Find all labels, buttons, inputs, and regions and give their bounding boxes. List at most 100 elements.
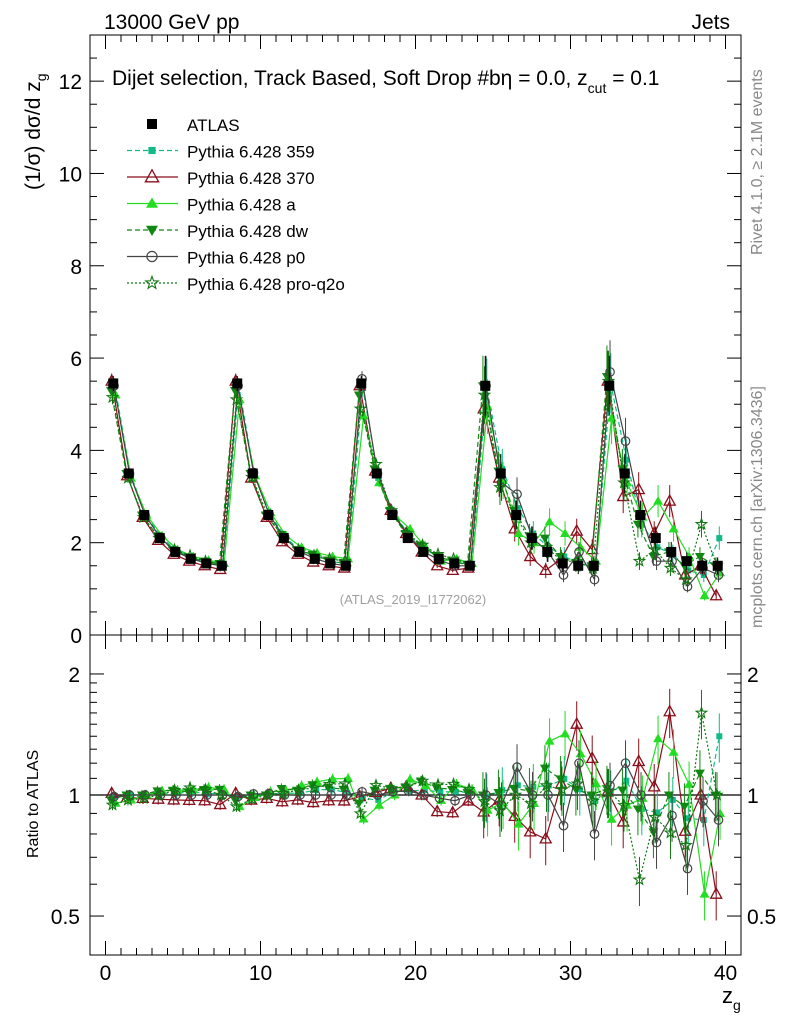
data-point — [322, 776, 337, 790]
data-point — [371, 468, 382, 479]
data-point — [450, 795, 460, 806]
data-point — [419, 790, 429, 800]
data-point — [124, 790, 135, 800]
main-series — [105, 340, 726, 601]
data-point — [508, 784, 519, 794]
data-point — [233, 791, 243, 802]
data-point — [121, 792, 135, 806]
data-point — [561, 553, 568, 560]
data-point — [570, 523, 584, 536]
data-point — [589, 574, 600, 585]
data-point — [647, 779, 661, 792]
data-point — [601, 784, 616, 798]
legend-item-p370: Pythia 6.428 370 — [127, 168, 315, 188]
data-point — [144, 168, 160, 183]
ratio-tick-label-right: 1 — [747, 785, 759, 808]
y-axis-label: (1/σ) dσ/d zg — [22, 73, 49, 190]
data-point — [353, 799, 364, 809]
legend-label: Pythia 6.428 dw — [187, 222, 309, 241]
data-point — [555, 782, 569, 796]
ratio-tick-label-right: 0.5 — [747, 906, 776, 929]
data-point — [359, 795, 366, 802]
data-point — [523, 824, 537, 837]
data-point — [136, 791, 151, 805]
data-point — [606, 413, 617, 422]
data-point — [338, 785, 349, 795]
data-point — [632, 554, 647, 567]
data-point — [306, 795, 320, 808]
data-point — [353, 401, 368, 415]
data-point — [144, 274, 160, 290]
data-point — [560, 728, 571, 738]
data-point — [513, 819, 524, 828]
data-point — [694, 517, 709, 531]
data-point — [340, 560, 351, 571]
data-point — [544, 516, 555, 526]
data-point — [668, 523, 679, 533]
data-point — [681, 556, 692, 567]
data-point — [322, 783, 333, 793]
ratio-line — [110, 767, 716, 834]
data-point — [154, 533, 165, 544]
data-point — [418, 546, 429, 557]
data-point — [663, 704, 677, 717]
data-point — [554, 776, 568, 789]
data-point — [452, 788, 459, 795]
data-point — [369, 457, 383, 471]
data-point — [530, 783, 537, 790]
data-point — [679, 572, 693, 586]
data-point — [632, 872, 647, 886]
data-point — [357, 786, 367, 797]
data-point — [353, 391, 364, 400]
ratio-tick-label-right: 2 — [747, 664, 759, 687]
data-point — [574, 547, 584, 557]
data-point — [353, 806, 368, 820]
data-point — [576, 786, 583, 793]
data-point — [260, 787, 275, 801]
data-point — [214, 787, 228, 801]
data-point — [341, 790, 352, 800]
data-point — [558, 570, 569, 580]
data-point — [679, 838, 693, 852]
data-point — [651, 837, 662, 848]
data-point — [616, 814, 630, 827]
data-point — [638, 521, 645, 528]
data-point — [685, 815, 692, 822]
data-point — [247, 468, 258, 479]
data-point — [384, 781, 399, 795]
data-point — [325, 558, 336, 569]
legend-item-p359: Pythia 6.428 359 — [127, 143, 315, 162]
data-point — [544, 736, 555, 745]
data-point — [574, 758, 584, 769]
data-point — [653, 733, 664, 743]
data-point — [213, 797, 227, 810]
data-point — [669, 796, 676, 803]
y-axis-label-main: (1/σ) dσ/d z — [22, 81, 45, 190]
data-point — [402, 533, 413, 544]
data-point — [511, 510, 522, 520]
data-point — [715, 808, 726, 817]
data-point — [651, 556, 662, 567]
ratio-line — [112, 712, 718, 880]
y-tick-label: 2 — [70, 533, 82, 556]
data-point — [493, 480, 507, 494]
analysis-id: (ATLAS_2019_I1772062) — [340, 592, 486, 607]
data-point — [185, 553, 196, 564]
data-point — [167, 783, 182, 797]
ratio-series-pq2o — [105, 690, 724, 907]
data-point — [542, 546, 553, 557]
data-point — [446, 785, 457, 795]
y-tick-label: 4 — [70, 440, 82, 463]
legend-label: Pythia 6.428 p0 — [187, 249, 305, 268]
series-line — [111, 381, 718, 581]
data-point — [575, 748, 586, 758]
data-point — [146, 250, 158, 263]
data-point — [716, 733, 723, 740]
data-point — [105, 390, 120, 404]
data-point — [663, 791, 674, 800]
data-point — [637, 793, 648, 802]
data-point — [653, 496, 664, 505]
data-point — [524, 796, 538, 810]
data-point — [648, 542, 662, 556]
